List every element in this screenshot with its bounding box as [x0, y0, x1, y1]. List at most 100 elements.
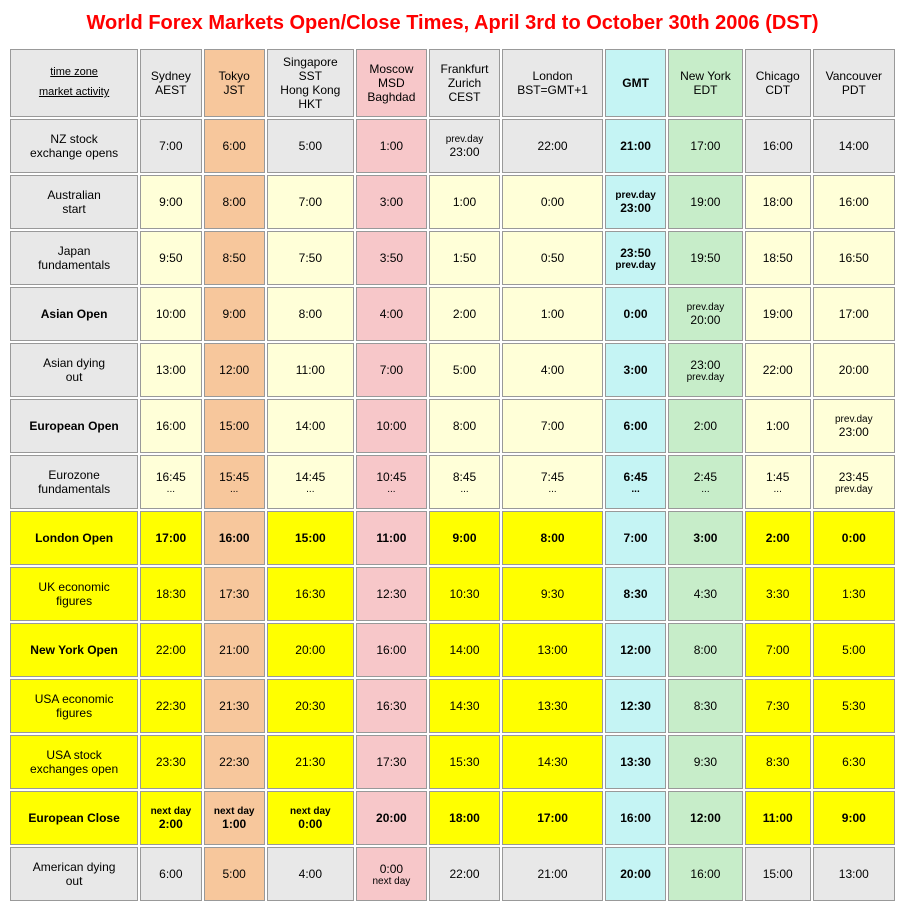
cell: 13:30	[502, 679, 603, 733]
cell: 14:00	[813, 119, 895, 173]
table-row: American dyingout6:005:004:000:00next da…	[10, 847, 895, 901]
cell: 16:30	[356, 679, 427, 733]
row-label: American dyingout	[10, 847, 138, 901]
col-chicago: ChicagoCDT	[745, 49, 811, 117]
cell: 3:50	[356, 231, 427, 285]
cell: 9:00	[204, 287, 265, 341]
cell: 8:50	[204, 231, 265, 285]
cell: 20:00	[356, 791, 427, 845]
cell: 13:30	[605, 735, 666, 789]
table-row: Australianstart9:008:007:003:001:000:00p…	[10, 175, 895, 229]
cell: 19:00	[745, 287, 811, 341]
col-frankfurt: FrankfurtZurichCEST	[429, 49, 500, 117]
cell: 22:00	[745, 343, 811, 397]
cell: 15:30	[429, 735, 500, 789]
cell: 7:00	[502, 399, 603, 453]
cell: 21:30	[204, 679, 265, 733]
cell: 1:30	[813, 567, 895, 621]
cell: 20:00	[605, 847, 666, 901]
cell: 0:00	[502, 175, 603, 229]
cell: 4:00	[356, 287, 427, 341]
cell: 21:00	[502, 847, 603, 901]
cell: 8:30	[605, 567, 666, 621]
col-singapore: SingaporeSSTHong KongHKT	[267, 49, 354, 117]
cell: 10:00	[356, 399, 427, 453]
cell: 3:30	[745, 567, 811, 621]
cell: 16:00	[204, 511, 265, 565]
table-row: Japanfundamentals9:508:507:503:501:500:5…	[10, 231, 895, 285]
cell: 5:30	[813, 679, 895, 733]
cell: 23:30	[140, 735, 201, 789]
cell: 17:00	[668, 119, 743, 173]
row-label: European Open	[10, 399, 138, 453]
cell: 2:00	[668, 399, 743, 453]
cell: 6:00	[204, 119, 265, 173]
cell: 9:00	[429, 511, 500, 565]
cell: 12:00	[204, 343, 265, 397]
cell: 21:00	[605, 119, 666, 173]
cell: 16:00	[140, 399, 201, 453]
cell: 14:45...	[267, 455, 354, 509]
col-london: LondonBST=GMT+1	[502, 49, 603, 117]
cell: 2:00	[745, 511, 811, 565]
cell: 23:50prev.day	[605, 231, 666, 285]
cell: 17:30	[356, 735, 427, 789]
cell: 13:00	[140, 343, 201, 397]
table-row: Asian Open10:009:008:004:002:001:000:00p…	[10, 287, 895, 341]
row-label: Japanfundamentals	[10, 231, 138, 285]
cell: 8:45...	[429, 455, 500, 509]
cell: 16:30	[267, 567, 354, 621]
cell: 8:00	[267, 287, 354, 341]
row-label: New York Open	[10, 623, 138, 677]
cell: 3:00	[668, 511, 743, 565]
cell: 16:00	[668, 847, 743, 901]
cell: 11:00	[267, 343, 354, 397]
cell: 7:45...	[502, 455, 603, 509]
cell: 2:45...	[668, 455, 743, 509]
cell: 14:30	[429, 679, 500, 733]
cell: 5:00	[813, 623, 895, 677]
cell: 9:00	[140, 175, 201, 229]
corner-cell: time zonemarket activity	[10, 49, 138, 117]
cell: 7:00	[356, 343, 427, 397]
cell: 12:00	[668, 791, 743, 845]
cell: 11:00	[745, 791, 811, 845]
cell: 12:30	[356, 567, 427, 621]
cell: 13:00	[813, 847, 895, 901]
cell: 16:00	[813, 175, 895, 229]
cell: 12:30	[605, 679, 666, 733]
forex-table: time zonemarket activitySydneyAESTTokyoJ…	[8, 47, 897, 903]
table-row: London Open17:0016:0015:0011:009:008:007…	[10, 511, 895, 565]
cell: 22:30	[140, 679, 201, 733]
cell: 6:00	[140, 847, 201, 901]
cell: 18:00	[745, 175, 811, 229]
table-row: USA stockexchanges open23:3022:3021:3017…	[10, 735, 895, 789]
cell: next day1:00	[204, 791, 265, 845]
cell: 20:00	[813, 343, 895, 397]
row-label: London Open	[10, 511, 138, 565]
cell: 22:30	[204, 735, 265, 789]
row-label: Australianstart	[10, 175, 138, 229]
cell: 16:00	[605, 791, 666, 845]
row-label: Asian dyingout	[10, 343, 138, 397]
cell: next day2:00	[140, 791, 201, 845]
cell: 21:00	[204, 623, 265, 677]
cell: 14:30	[502, 735, 603, 789]
cell: 18:00	[429, 791, 500, 845]
cell: 5:00	[429, 343, 500, 397]
col-ny: New YorkEDT	[668, 49, 743, 117]
cell: 1:00	[502, 287, 603, 341]
cell: 6:00	[605, 399, 666, 453]
cell: 15:45...	[204, 455, 265, 509]
cell: 9:30	[668, 735, 743, 789]
cell: 16:45...	[140, 455, 201, 509]
cell: 4:00	[267, 847, 354, 901]
cell: 9:00	[813, 791, 895, 845]
cell: 3:00	[356, 175, 427, 229]
cell: 10:45...	[356, 455, 427, 509]
cell: 6:30	[813, 735, 895, 789]
row-label: USA stockexchanges open	[10, 735, 138, 789]
cell: 17:30	[204, 567, 265, 621]
cell: 1:00	[745, 399, 811, 453]
cell: 22:00	[429, 847, 500, 901]
